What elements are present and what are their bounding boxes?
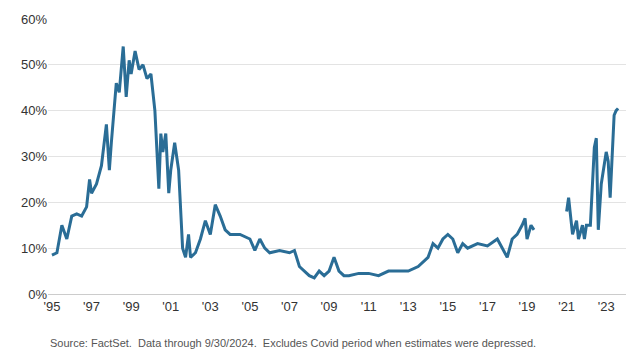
svg-text:'03: '03 xyxy=(202,299,219,314)
svg-text:'05: '05 xyxy=(241,299,258,314)
svg-text:30%: 30% xyxy=(21,149,47,164)
svg-text:'01: '01 xyxy=(162,299,179,314)
svg-text:'97: '97 xyxy=(83,299,100,314)
svg-text:40%: 40% xyxy=(21,103,47,118)
svg-text:'21: '21 xyxy=(558,299,575,314)
svg-text:'19: '19 xyxy=(519,299,536,314)
svg-text:'23: '23 xyxy=(598,299,615,314)
svg-text:0%: 0% xyxy=(28,287,47,302)
svg-text:Source: FactSet. Data through: Source: FactSet. Data through 9/30/2024.… xyxy=(50,337,536,349)
svg-text:'09: '09 xyxy=(321,299,338,314)
svg-text:'17: '17 xyxy=(479,299,496,314)
svg-text:'13: '13 xyxy=(400,299,417,314)
svg-text:'95: '95 xyxy=(43,299,60,314)
svg-text:'99: '99 xyxy=(123,299,140,314)
svg-text:'15: '15 xyxy=(439,299,456,314)
svg-text:10%: 10% xyxy=(21,241,47,256)
svg-text:60%: 60% xyxy=(21,12,47,27)
svg-text:'11: '11 xyxy=(361,299,377,314)
svg-text:50%: 50% xyxy=(21,57,47,72)
svg-text:'07: '07 xyxy=(281,299,298,314)
svg-text:20%: 20% xyxy=(21,195,47,210)
